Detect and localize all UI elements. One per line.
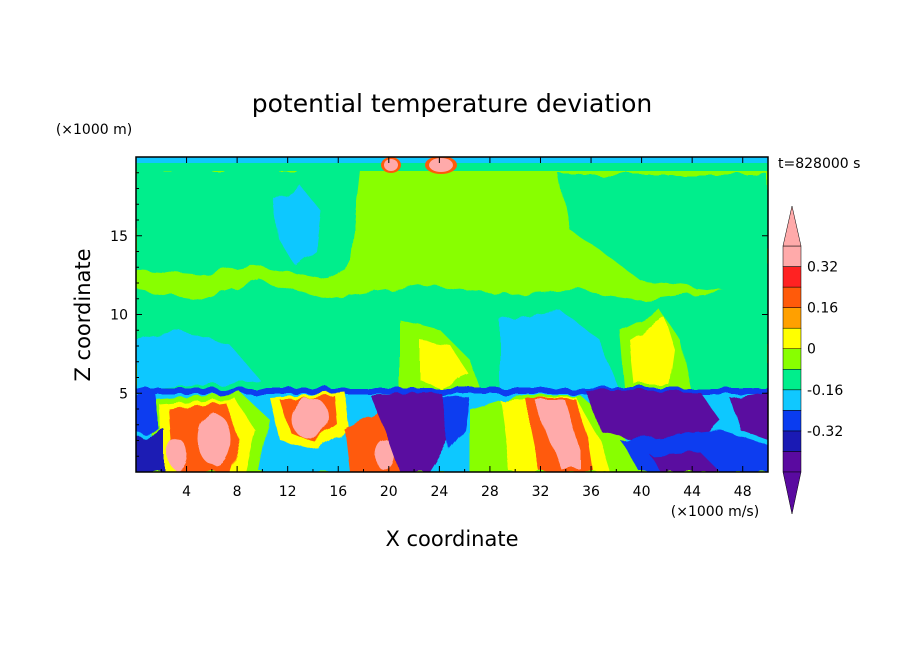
x-tick-label: 28 (481, 484, 499, 500)
x-tick-label: 44 (683, 484, 701, 500)
colorbar-swatch (782, 286, 802, 308)
top-warm-blob-inner (384, 159, 398, 171)
mid-cool-band (136, 280, 768, 390)
colorbar-label: -0.32 (807, 424, 843, 440)
y-axis-ticks: 5 10 15 (110, 172, 768, 457)
colorbar-swatch (782, 389, 802, 411)
x-tick-label: 40 (633, 484, 651, 500)
top-warm-blob-inner (429, 158, 453, 172)
colorbar-label: 0 (807, 342, 816, 358)
colorbar-swatch (782, 451, 802, 473)
x-tick-label: 24 (430, 484, 448, 500)
colorbar-label: 0.32 (807, 260, 838, 276)
colorbar-swatch (782, 410, 802, 432)
x-tick-label: 48 (734, 484, 752, 500)
colorbar-label: 0.16 (807, 301, 838, 317)
colorbar-swatch (782, 307, 802, 329)
mid-cyan-center (500, 310, 620, 390)
contour-field (136, 157, 768, 472)
time-label: t=828000 s (778, 156, 860, 172)
colorbar-min-triangle (782, 471, 802, 515)
colorbar-swatch (782, 266, 802, 288)
x-tick-label: 32 (532, 484, 550, 500)
x-unit-label: (×1000 m/s) (671, 504, 759, 520)
upper-cool-left (136, 170, 360, 280)
y-tick-label: 15 (110, 229, 128, 245)
colorbar-label: -0.16 (807, 383, 843, 399)
x-tick-label: 8 (233, 484, 242, 500)
x-tick-label: 20 (380, 484, 398, 500)
colorbar-swatch (782, 245, 802, 267)
colorbar-max-triangle (782, 205, 802, 247)
x-axis-ticks: 4 8 12 16 20 24 28 32 36 40 44 48 (160, 157, 752, 500)
boundary-layer (136, 388, 768, 472)
warm-plume-inner (630, 318, 675, 385)
upper-cyan-patch (275, 185, 320, 265)
y-unit-label: (×1000 m) (56, 122, 132, 138)
colorbar-swatch (782, 369, 802, 391)
x-tick-label: 12 (279, 484, 297, 500)
colorbar-swatch (782, 348, 802, 370)
x-tick-label: 36 (582, 484, 600, 500)
x-tick-label: 4 (182, 484, 191, 500)
upper-cool-right (560, 175, 768, 300)
mid-yellow-plume (420, 340, 470, 388)
y-axis-label: Z coordinate (71, 248, 95, 381)
y-tick-label: 10 (110, 308, 128, 324)
colorbar-swatch (782, 430, 802, 452)
mid-cyan-left (136, 330, 260, 390)
x-tick-label: 16 (329, 484, 347, 500)
x-axis-label: X coordinate (385, 527, 518, 551)
colorbar: 0.32 0.16 0 -0.16 -0.32 (782, 205, 843, 515)
colorbar-swatch (782, 327, 802, 349)
chart-title: potential temperature deviation (252, 89, 652, 118)
y-tick-label: 5 (119, 386, 128, 402)
